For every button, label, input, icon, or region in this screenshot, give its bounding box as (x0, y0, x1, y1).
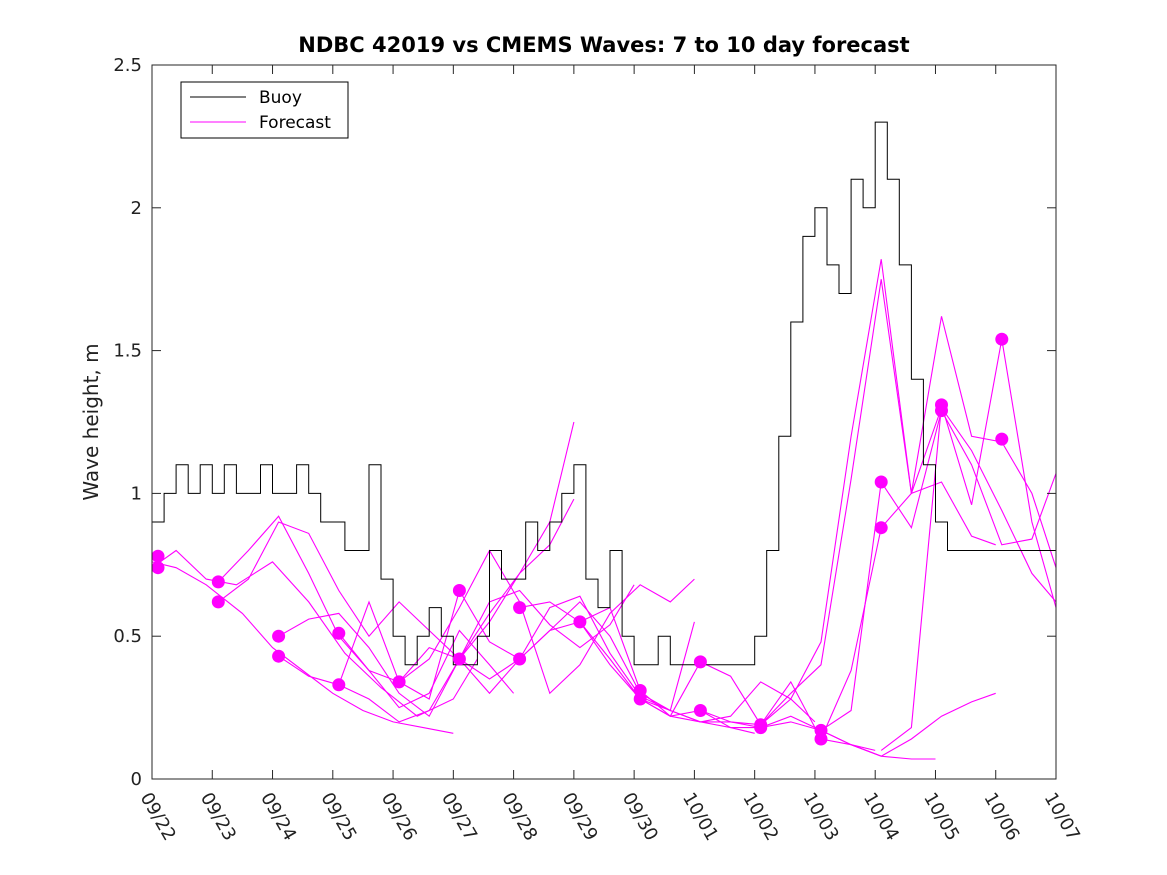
plot-area (152, 65, 1056, 779)
forecast-marker (513, 652, 527, 666)
forecast-marker (151, 549, 165, 563)
y-tick-label: 0.5 (113, 626, 142, 647)
forecast-marker (995, 332, 1009, 346)
y-tick-label: 1.5 (113, 341, 142, 362)
x-tick-label: 09/25 (316, 789, 360, 844)
legend-label-forecast: Forecast (259, 113, 331, 133)
forecast-marker (513, 601, 527, 615)
y-tick-label: 1 (131, 483, 142, 504)
forecast-line-12 (640, 259, 996, 726)
y-axis-label: Wave height, m (79, 343, 103, 500)
legend-box (180, 81, 349, 139)
x-tick-label: 09/29 (558, 789, 602, 844)
y-tick-label: 2.5 (113, 55, 142, 76)
x-tick-label: 09/28 (497, 789, 541, 844)
x-tick-label: 09/27 (437, 789, 481, 844)
forecast-marker (935, 404, 948, 418)
forecast-line-13 (700, 692, 996, 757)
x-tick-label: 09/30 (618, 789, 662, 844)
forecast-marker (392, 675, 406, 689)
y-tick-label: 2 (131, 198, 142, 219)
x-tick-label: 09/23 (196, 789, 240, 844)
axes-box (151, 64, 1057, 780)
x-tick-label: 09/22 (136, 789, 180, 844)
x-tick-label: 10/04 (859, 789, 903, 844)
buoy-line (152, 121, 1056, 666)
forecast-line-4 (278, 421, 575, 718)
forecast-marker (693, 655, 707, 669)
legend-label-buoy: Buoy (259, 88, 302, 108)
forecast-marker (452, 652, 466, 666)
forecast-marker (211, 595, 225, 609)
legend: Buoy Forecast (180, 81, 349, 139)
series-layer (151, 121, 1057, 760)
x-tick-label: 10/03 (799, 789, 843, 844)
forecast-marker (573, 615, 587, 629)
forecast-line-17 (880, 339, 1057, 751)
forecast-marker (272, 629, 286, 643)
forecast-marker (452, 584, 466, 597)
x-tick-label: 09/24 (256, 789, 300, 844)
forecast-marker (332, 626, 346, 640)
forecast-marker (332, 678, 346, 692)
forecast-marker (874, 521, 888, 535)
forecast-marker (754, 721, 768, 735)
forecast-marker (693, 704, 707, 717)
chart-title: NDBC 42019 vs CMEMS Waves: 7 to 10 day f… (298, 33, 909, 57)
x-tick-label: 10/01 (678, 789, 722, 844)
forecast-marker (814, 732, 828, 746)
x-tick-label: 10/02 (738, 789, 782, 844)
x-tick-label: 09/26 (377, 789, 421, 844)
x-tick-label: 10/05 (919, 789, 963, 844)
forecast-line-0 (151, 561, 454, 734)
forecast-marker (874, 475, 888, 489)
forecast-marker (151, 561, 165, 575)
x-tick-label: 10/06 (979, 789, 1023, 844)
x-tick-label: 10/07 (1040, 789, 1084, 844)
forecast-marker (995, 432, 1009, 446)
forecast-marker (272, 649, 286, 663)
forecast-marker (633, 692, 647, 706)
y-tick-label: 0 (131, 769, 142, 790)
forecast-line-16 (820, 316, 1057, 740)
forecast-marker (211, 575, 225, 589)
